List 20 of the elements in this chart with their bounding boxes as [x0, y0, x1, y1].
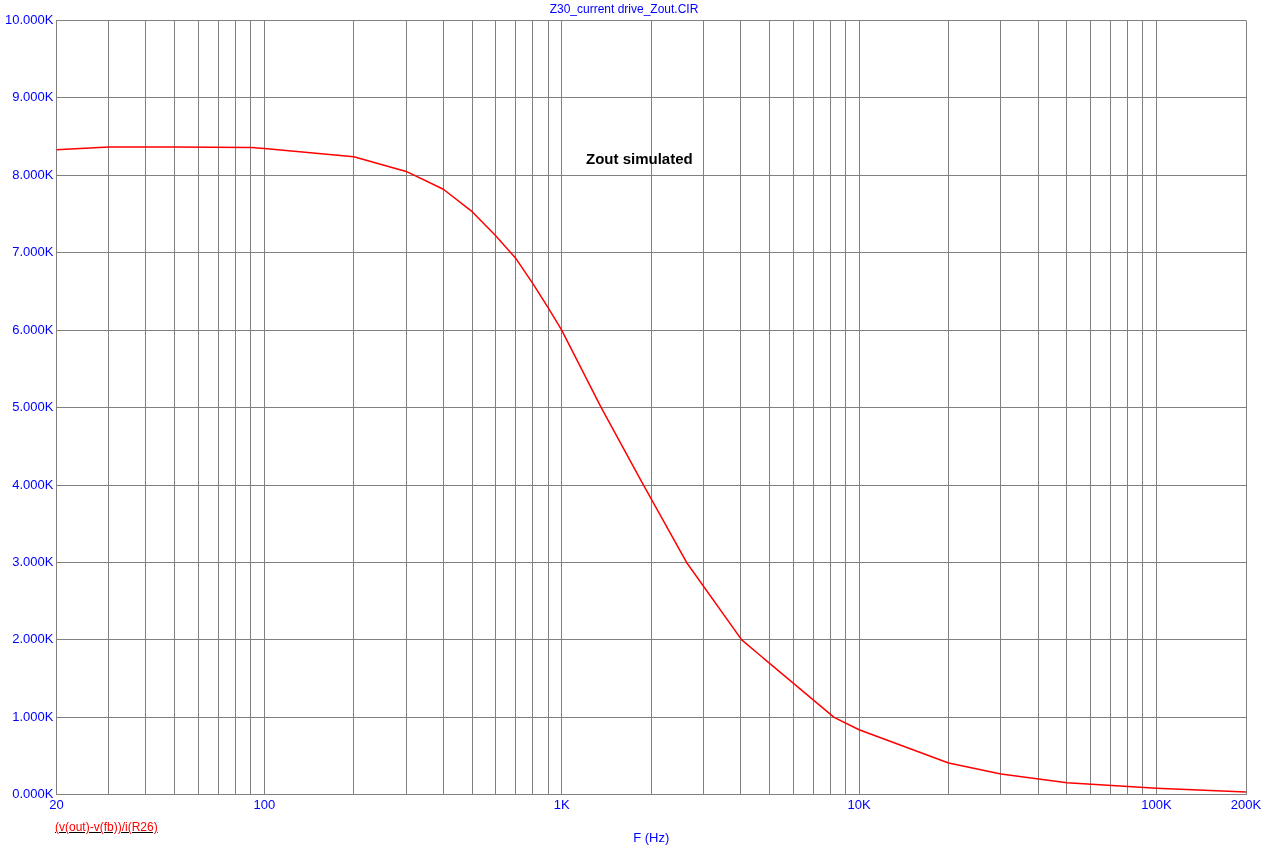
- x-tick-label: 1K: [553, 797, 570, 813]
- x-axis-title: F (Hz): [633, 829, 670, 845]
- x-tick-label: 100: [253, 797, 276, 813]
- y-tick-label: 9.000K: [12, 89, 54, 105]
- x-tick-label: 200K: [1230, 797, 1262, 813]
- x-tick-label: 20: [49, 797, 64, 813]
- y-tick-label: 5.000K: [12, 399, 54, 415]
- y-tick-label: 10.000K: [5, 11, 54, 27]
- x-tick-label: 10K: [847, 797, 871, 813]
- y-tick-label: 3.000K: [12, 554, 54, 570]
- y-tick-label: 1.000K: [12, 708, 54, 724]
- y-tick-label: 7.000K: [12, 244, 54, 260]
- chart-title: Z30_current drive_Zout.CIR: [549, 1, 699, 16]
- text: (v(out)-v(fb))/i(R26): [55, 820, 158, 834]
- y-tick-label: 2.000K: [12, 631, 54, 647]
- y-tick-label: 8.000K: [12, 166, 54, 182]
- annotation: Zout simulated: [585, 150, 693, 168]
- x-tick-label: 100K: [1141, 797, 1172, 813]
- y-tick-label: 6.000K: [12, 321, 54, 337]
- y-tick-label: 4.000K: [12, 476, 54, 492]
